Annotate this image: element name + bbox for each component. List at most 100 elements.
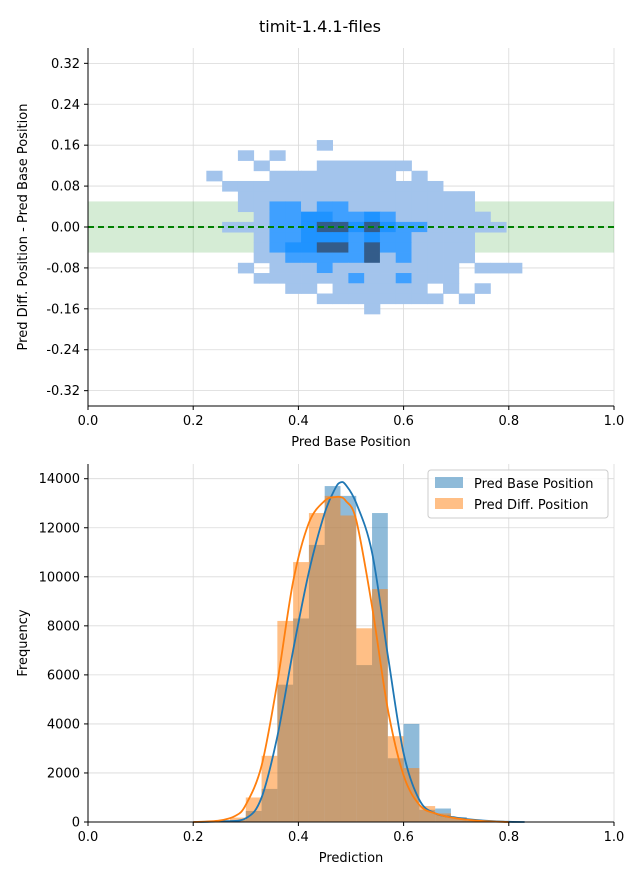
heatmap-cell	[348, 273, 365, 284]
heatmap-cell	[395, 252, 412, 264]
heatmap-cell	[395, 191, 412, 202]
legend-label-diff: Pred Diff. Position	[474, 498, 589, 513]
bottom-histogram-chart: 0.0 0.2 0.4 0.6 0.8 1.0 0 2000 4000 6000 8000 1000…	[16, 464, 624, 866]
heatmap-cell	[332, 201, 349, 213]
histogram-bars-diff	[198, 495, 515, 822]
bottom-y-tick-label: 4000	[47, 717, 80, 732]
heatmap-cell	[316, 232, 333, 243]
heatmap-cell	[411, 273, 428, 284]
heatmap-cell	[474, 283, 491, 294]
heatmap-cell	[316, 252, 333, 264]
bottom-x-tick-label: 0.4	[288, 830, 309, 845]
heatmap-cell	[458, 293, 476, 305]
heatmap-cell	[285, 273, 302, 284]
heatmap-cell	[348, 252, 365, 264]
heatmap-cell	[253, 180, 270, 192]
heatmap-cell	[427, 201, 444, 213]
heatmap-cell	[364, 303, 381, 315]
bottom-y-tick-label: 12000	[39, 521, 80, 536]
heatmap-cell	[379, 242, 397, 253]
heatmap-cell	[395, 293, 412, 305]
top-x-tick-label: 0.6	[393, 414, 414, 429]
heatmap-cell	[316, 191, 333, 202]
heatmap-cell	[458, 201, 476, 213]
heatmap-cell	[379, 232, 397, 243]
heatmap-cell	[301, 232, 318, 243]
histogram-bar-diff	[293, 562, 309, 822]
heatmap-cell	[411, 201, 428, 213]
heatmap-cell	[332, 160, 349, 172]
heatmap-cell	[285, 201, 302, 213]
heatmap-cell	[316, 211, 333, 223]
legend-label-base: Pred Base Position	[474, 477, 593, 492]
histogram-bar-diff	[356, 628, 373, 822]
heatmap-cell	[253, 160, 270, 172]
heatmap-cell	[253, 273, 270, 284]
figure-title: timit-1.4.1-files	[259, 17, 381, 36]
heatmap-cell	[348, 293, 365, 305]
heatmap-cell	[269, 211, 286, 223]
histogram-bar-diff	[387, 736, 404, 822]
heatmap-cell	[411, 211, 428, 223]
heatmap-cell	[332, 211, 349, 223]
heatmap-cell	[332, 232, 349, 243]
heatmap-cell	[427, 273, 444, 284]
heatmap-cell	[285, 180, 302, 192]
heatmap-cell	[316, 140, 333, 151]
heatmap-cell	[379, 273, 397, 284]
heatmap-cell	[269, 170, 286, 182]
top-heatmap-chart: 0.0 0.2 0.4 0.6 0.8 1.0 0.32 0.24 0.16 0.08 0.00 -…	[16, 48, 624, 450]
histogram-bar-diff	[419, 806, 436, 822]
heatmap-cell	[269, 273, 286, 284]
heatmap-cell	[269, 180, 286, 192]
heatmap-cell	[411, 252, 428, 264]
heatmap-cell	[395, 160, 412, 172]
heatmap-cell	[458, 242, 476, 253]
bottom-x-tick-label: 0.2	[183, 830, 204, 845]
heatmap-cell	[332, 283, 349, 294]
histogram-bar-diff	[261, 755, 278, 822]
heatmap-cell	[237, 201, 255, 213]
heatmap-cell	[427, 252, 444, 264]
top-y-ticks: 0.32 0.24 0.16 0.08 0.00 -0.08 -0.16 -0.24 -0.32	[46, 57, 88, 399]
heatmap-cell	[379, 211, 397, 223]
heatmap-cell	[332, 170, 349, 182]
heatmap-cell	[237, 221, 255, 233]
heatmap-cell	[427, 211, 444, 223]
bottom-x-tick-label: 1.0	[604, 830, 625, 845]
heatmap-cell	[379, 262, 397, 274]
heatmap-cell	[301, 242, 318, 253]
heatmap-cell	[301, 211, 318, 223]
heatmap-cell	[411, 191, 428, 202]
heatmap-cell	[348, 262, 365, 274]
heatmap-cell	[458, 191, 476, 202]
heatmap-cell	[237, 262, 255, 274]
heatmap-cell	[395, 211, 412, 223]
heatmap-cell	[301, 273, 318, 284]
heatmap-cell	[458, 211, 476, 223]
heatmap-cell	[269, 221, 286, 233]
histogram-bar-diff	[435, 813, 451, 822]
heatmap-cell	[379, 283, 397, 294]
heatmap-cell	[443, 232, 460, 243]
bottom-y-tick-label: 10000	[39, 570, 80, 585]
heatmap-cell	[285, 283, 302, 294]
heatmap-cell	[443, 242, 460, 253]
top-y-axis-label: Pred Diff. Position - Pred Base Position	[16, 104, 31, 351]
kde-curves	[193, 481, 525, 823]
heatmap-cell	[269, 191, 286, 202]
heatmap-cell	[285, 211, 302, 223]
top-y-tick-label: 0.08	[51, 180, 80, 195]
heatmap-cell	[316, 221, 333, 233]
top-x-tick-label: 0.2	[183, 414, 204, 429]
heatmap-cell	[458, 252, 476, 264]
bottom-y-tick-label: 0	[72, 816, 80, 831]
heatmap-cell	[458, 232, 476, 243]
heatmap-cell	[443, 283, 460, 294]
heatmap-cell	[364, 273, 381, 284]
heatmap-cell	[301, 180, 318, 192]
heatmap-cell	[253, 242, 270, 253]
heatmap-cell	[253, 232, 270, 243]
heatmap-cell	[348, 201, 365, 213]
